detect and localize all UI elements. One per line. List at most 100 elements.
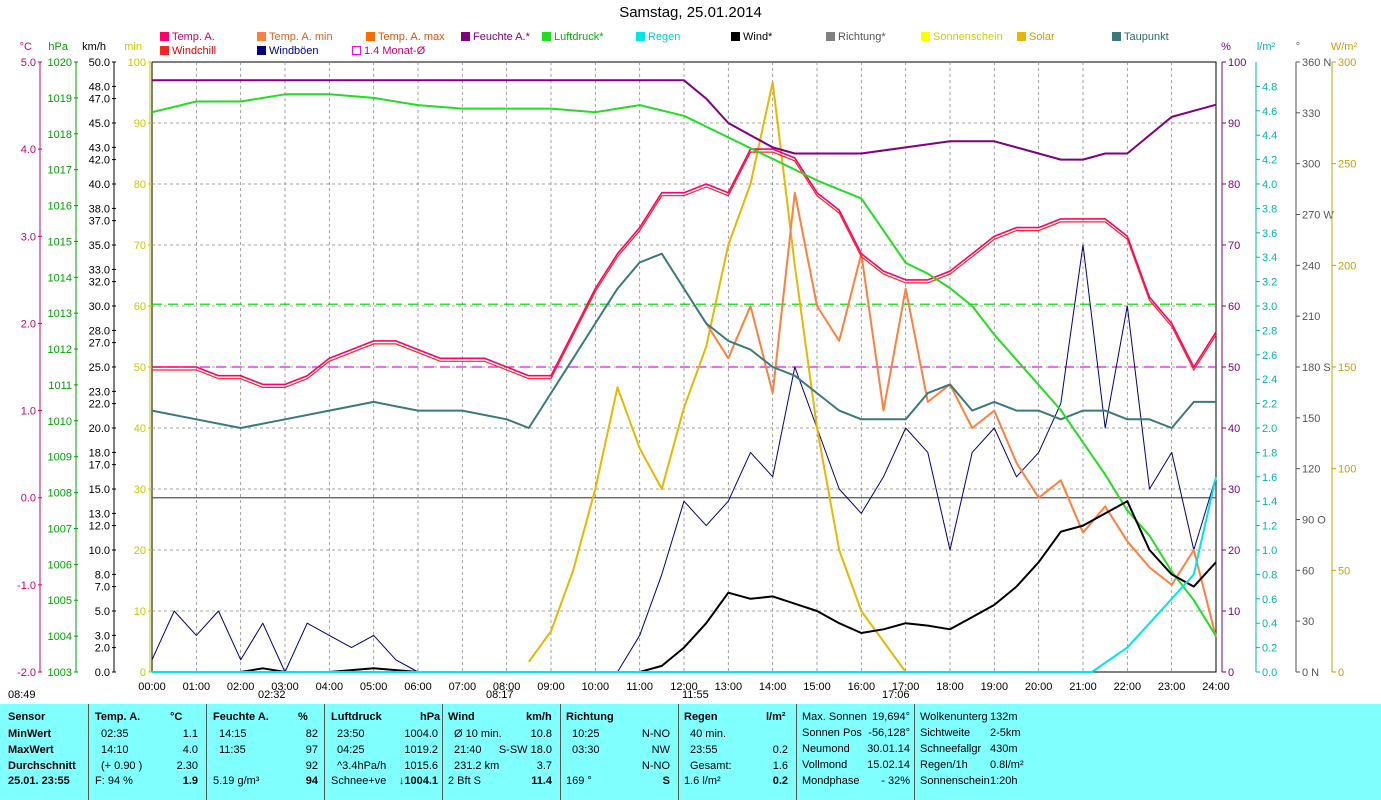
rain-footer-label: 1.6 l/m² [684,775,721,787]
pressure-row-time: ^3.4hPa/h [337,760,387,772]
humidity-row-time: 11:35 [219,744,246,756]
axis-tick-label: 20.0 [89,423,110,435]
axis-tick-label: 1019 [48,93,72,105]
x-tick-label: 13:00 [715,681,743,693]
axis-tick-label: 200 [1338,260,1356,272]
panel-separator [796,704,797,800]
axis-unit: min [124,41,142,53]
legend-item: Temp. A. max [366,31,445,43]
axis-tick-label: 1009 [48,452,72,464]
sun-info-label: Sonnen Pos [802,727,862,739]
x-tick-label: 08:00 [493,681,521,693]
sun-info-value: 15.02.14 [867,759,910,771]
time-marker: 02:32 [258,689,286,701]
x-tick-label: 12:00 [670,681,698,693]
time-marker: 17:06 [882,689,910,701]
axis-tick-label: 100 [1228,57,1246,69]
axis-tick-label: 33.0 [89,264,110,276]
humidity-footer-value: 94 [305,775,318,787]
axis-tick-label: 1.4 [1262,496,1277,508]
legend-swatch [461,32,470,41]
legend-label: Temp. A. [172,31,215,43]
legend-label: Taupunkt [1124,31,1169,43]
axis-tick-label: 5.0 [95,606,110,618]
series-line [151,93,1217,637]
legend-item: Windchill [160,45,216,57]
sun-info-value: 19,694° [871,711,910,723]
axis-tick-label: 150 [1338,362,1356,374]
axis-tick-label: 5.0 [21,57,36,69]
weather-chart: 00:00 01:00 02:00 03:00 04:00 05:00 06:00 07:00… [8,41,1357,701]
sun-info-value: 30.01.14 [867,743,910,755]
series-line [705,191,1217,638]
axis-tick-label: 37.0 [89,216,110,228]
axis-tick-label: 90 [134,118,146,130]
axis-tick-label: 0.8 [1262,569,1277,581]
panel-separator [442,704,443,800]
legend-label: 1.4 Monat-Ø [364,45,426,57]
time-marker: 11:55 [682,689,709,701]
legend-swatch [731,32,740,41]
x-tick-label: 17:00 [892,681,920,693]
axis-tick-label: 12.0 [89,521,110,533]
axis-tick-label: 48.0 [89,81,110,93]
x-tick-label: 02:00 [227,681,255,693]
rain-row-time: 23:55 [690,744,718,756]
axis-tick-label: 8.0 [95,569,110,581]
axis-tick-label: 22.0 [89,399,110,411]
axis-tick-label: 2.6 [1262,350,1277,362]
axis-tick-label: 30.0 [89,301,110,313]
axis-tick-label: 1013 [48,308,72,320]
axis-tick-label: 35.0 [89,240,110,252]
legend-item: Taupunkt [1112,31,1169,43]
legend-label: Regen [648,31,681,43]
legend-label: Temp. A. min [269,31,333,43]
direction-header: Richtung [566,711,614,723]
axis-tick-label: 50 [134,362,146,374]
axis-tick-label: 18.0 [89,447,110,459]
x-tick-label: 19:00 [981,681,1009,693]
axis-tick-label: 210 [1302,311,1320,323]
axis-tick-label: 2.2 [1262,399,1277,411]
axis-tick-label: 1015 [48,236,72,248]
axis-unit: hPa [48,41,68,53]
axis-tick-label: 2.4 [1262,374,1277,386]
panel-separator [324,704,325,800]
axis-tick-label: 0.2 [1262,643,1277,655]
axis-tick-label: 3.0 [95,630,110,642]
pressure-header: Luftdruck [331,711,382,723]
axis-tick-label: 90 O [1302,515,1326,527]
legend-swatch [1112,32,1121,41]
axis-tick-label: 2.0 [1262,423,1277,435]
axis-tick-label: 43.0 [89,142,110,154]
axis-tick-label: 270 W [1302,210,1334,222]
x-tick-label: 09:00 [537,681,565,693]
axis-unit: km/h [82,41,106,53]
axis-tick-label: 0.0 [1262,667,1277,679]
sensor-footer: 25.01. 23:55 [8,775,70,787]
axis-tick-label: 50 [1338,565,1350,577]
humidity-footer-label: 5.19 g/m³ [213,775,260,787]
axis-tick-label: 38.0 [89,203,110,215]
legend-swatch [257,32,266,41]
wind-row-value: 3.7 [536,760,552,772]
axis-tick-label: 15.0 [89,484,110,496]
humidity-row-value: 82 [305,728,318,740]
pressure-footer-value: ↓1004.1 [398,775,438,787]
legend-label: Luftdruck* [554,31,604,43]
sun-info-label: Neumond [802,743,850,755]
legend-swatch [921,32,930,41]
sensor-row-label: MaxWert [8,744,54,756]
series-line [151,244,1217,673]
axis-tick-label: 0.0 [95,667,110,679]
summary-panel [0,704,1381,800]
axis-tick-label: -1.0 [17,580,36,592]
axis-tick-label: -2.0 [17,667,36,679]
temp-row-value: 2.30 [176,760,198,772]
axis-tick-label: 1008 [48,488,72,500]
pressure-footer-label: Schnee+ve [331,775,387,787]
weather-info-label: Sonnenschein [920,775,990,787]
axis-tick-label: 240 [1302,260,1320,272]
axis-tick-label: 250 [1338,159,1356,171]
wind-row-time: 231.2 km [454,760,500,772]
